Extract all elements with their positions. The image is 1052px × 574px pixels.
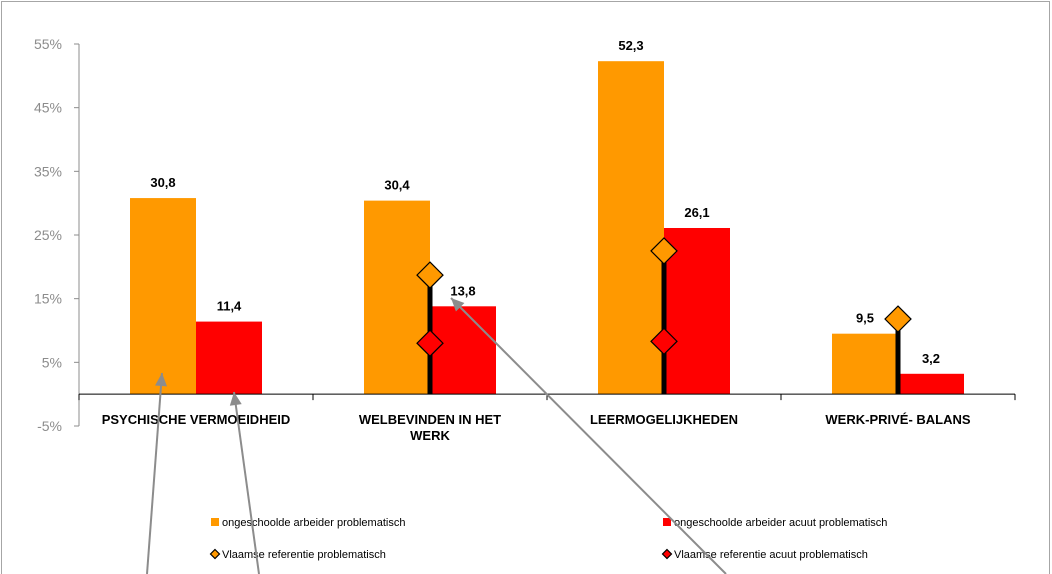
arrow-head-icon [229,392,242,406]
y-tick-label: -5% [37,418,62,434]
legend: ongeschoolde arbeider problematisch onges… [209,517,887,561]
arrow-shaft [146,372,163,574]
data-label: 52,3 [618,38,643,53]
annotation-arrow [229,391,260,574]
bar-acuut-problematisch [664,227,730,395]
y-tick-label: 45% [34,100,62,116]
y-tick-label: 35% [34,163,62,179]
data-label: 26,1 [684,205,709,220]
y-tick-label: 5% [42,354,62,370]
data-label: 30,8 [150,175,175,190]
category-label: WERK-PRIVÉ- BALANS [825,412,970,427]
annotation-arrow [450,297,727,574]
legend-item-problematisch: ongeschoolde arbeider problematisch [211,517,405,529]
category-label: WELBEVINDEN IN HET [359,412,501,427]
bar-problematisch [832,333,898,395]
y-tick-label: 55% [34,36,62,52]
annotation-arrow [146,372,168,574]
reference-marker-problematisch [650,237,678,265]
legend-item-acuut-problematisch: ongeschoolde arbeider acuut problematisc… [663,517,887,529]
arrow-shaft [233,391,260,574]
legend-item-referentie-acuut: Vlaamse referentie acuut problematisch [661,548,868,561]
legend-diamond-icon [661,548,673,560]
legend-diamond-icon [209,548,221,560]
bar-problematisch [130,198,196,395]
arrow-head-icon [155,373,168,387]
legend-label: Vlaamse referentie acuut problematisch [674,549,868,561]
bar-acuut-problematisch [196,321,262,395]
reference-marker-acuut-problematisch [416,329,444,358]
data-label: 9,5 [856,311,874,326]
y-tick-label: 15% [34,291,62,307]
reference-marker-problematisch [884,305,912,333]
bar-problematisch [364,200,430,395]
annotation-arrows [146,297,727,574]
y-tick-label: 25% [34,227,62,243]
legend-label: ongeschoolde arbeider problematisch [222,517,405,529]
data-label: 11,4 [217,299,242,314]
legend-swatch [663,518,671,526]
category-label: PSYCHISCHE VERMOEIDHEID [102,412,291,427]
arrow-shaft [450,297,727,574]
legend-swatch [211,518,219,526]
category-label: LEERMOGELIJKHEDEN [590,412,738,427]
reference-marker-acuut-problematisch [650,327,678,356]
legend-label: Vlaamse referentie problematisch [222,549,386,561]
category-label: WERK [410,428,450,443]
legend-item-referentie-problematisch: Vlaamse referentie problematisch [209,548,386,561]
data-label: 30,4 [384,178,410,193]
data-label: 3,2 [922,351,940,366]
data-label: 13,8 [450,283,475,298]
reference-marker-problematisch [416,261,444,289]
arrow-head-icon [451,298,465,312]
bar-acuut-problematisch [430,306,496,395]
bar-acuut-problematisch [898,373,964,395]
legend-label: ongeschoolde arbeider acuut problematisc… [674,517,887,529]
